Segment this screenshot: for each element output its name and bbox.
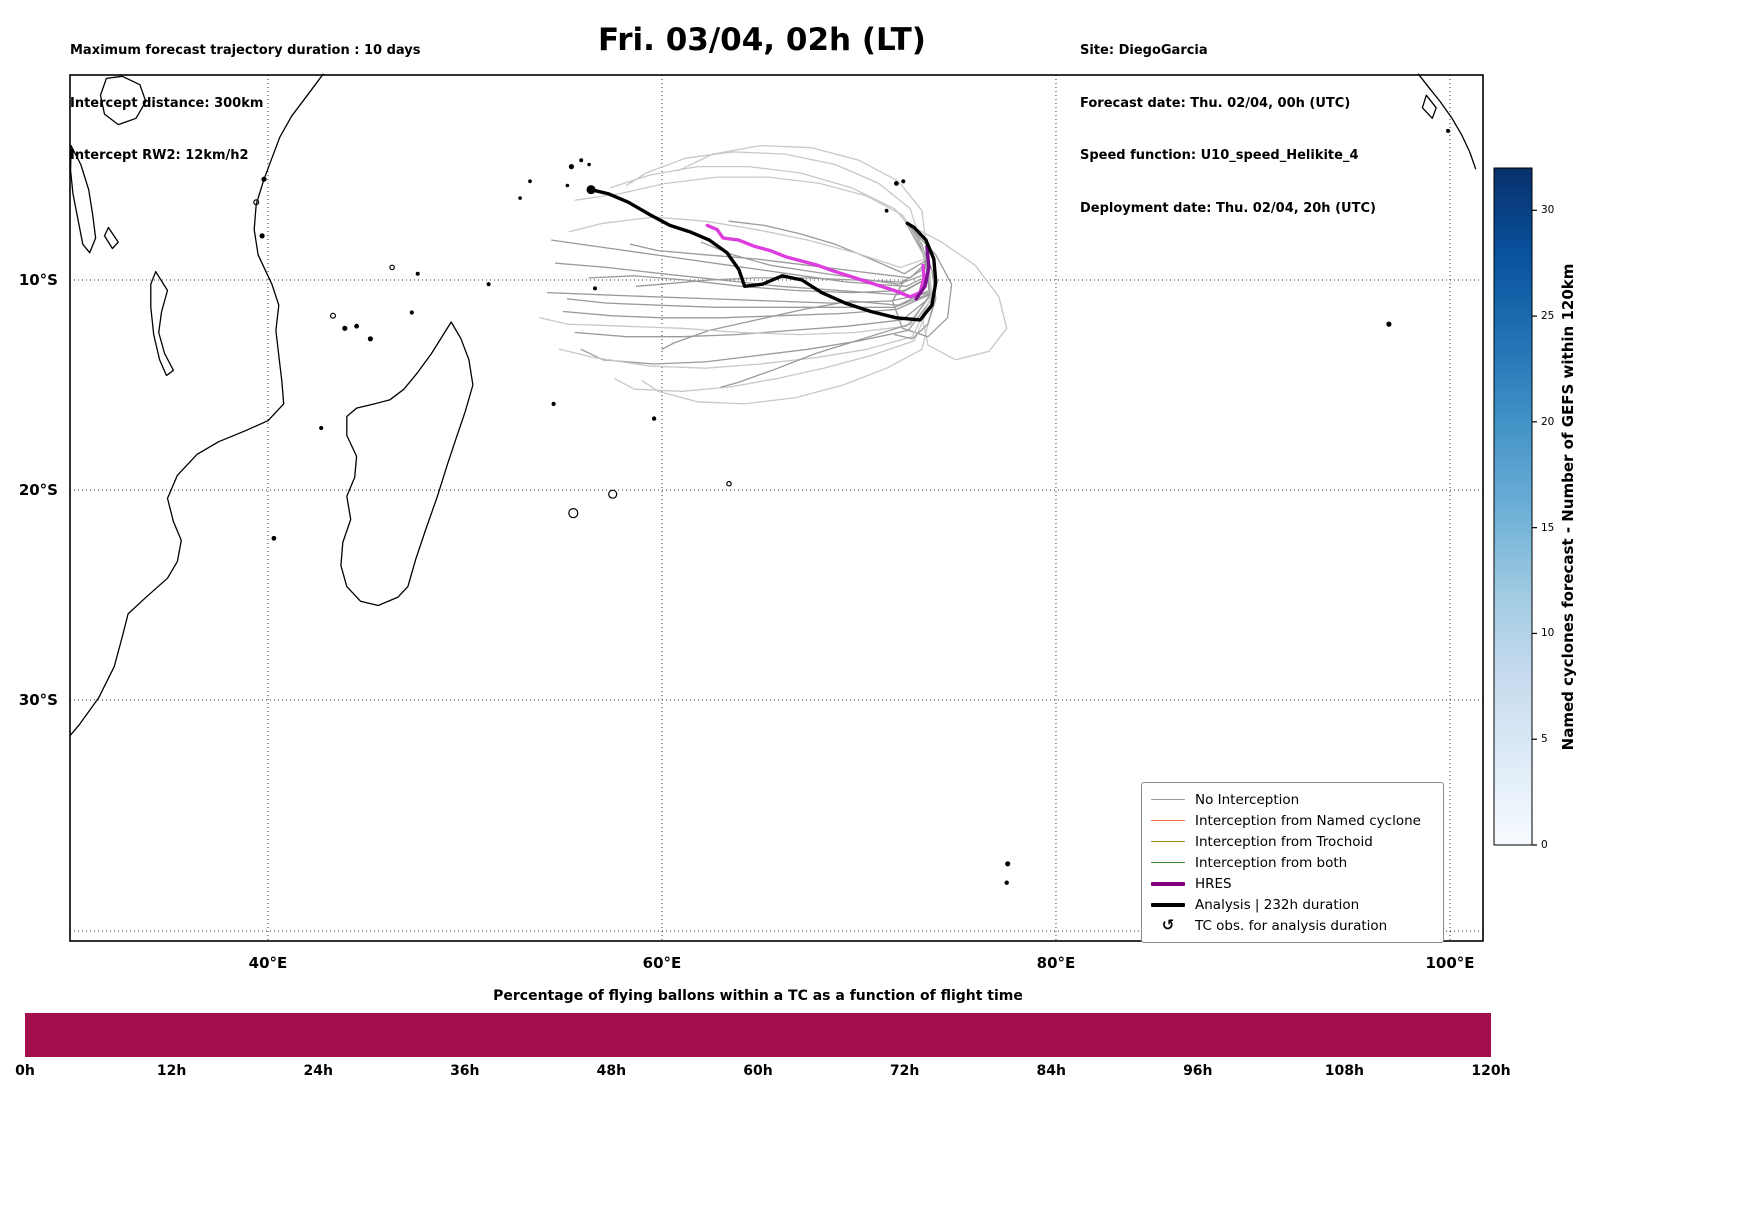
legend-line-sample-wrap: [1151, 861, 1185, 864]
lon-tick-label: 60°E: [642, 954, 682, 972]
colorbar-tick-label: 25: [1541, 310, 1555, 323]
time-tick-label: 120h: [1471, 1063, 1511, 1079]
legend-line-sample: [1151, 881, 1185, 886]
legend-line-sample: [1151, 902, 1185, 907]
time-tick-label: 0h: [15, 1063, 35, 1079]
colorbar-tick-label: 0: [1541, 839, 1548, 851]
legend-item-label: Interception from Named cyclone: [1195, 812, 1421, 829]
legend-line-sample-wrap: [1151, 902, 1185, 907]
legend-line-sample: [1151, 840, 1185, 843]
legend-item-label: Interception from both: [1195, 854, 1348, 871]
figure-title: Fri. 03/04, 02h (LT): [598, 22, 926, 58]
site-text: Site: DiegoGarcia: [1080, 43, 1208, 58]
legend-item: Interception from both: [1151, 852, 1434, 873]
legend-line-sample-wrap: [1151, 840, 1185, 843]
colorbar-tick-label: 15: [1541, 521, 1555, 534]
legend-line-sample-wrap: [1151, 819, 1185, 822]
lat-tick-label: 20°S: [18, 480, 58, 499]
header-right-block: Site: DiegoGarcia Forecast date: Thu. 02…: [1080, 7, 1376, 235]
legend-item-label: HRES: [1195, 875, 1232, 892]
legend-item: HRES: [1151, 873, 1434, 894]
time-tick-label: 96h: [1183, 1063, 1213, 1079]
speed-function-text: Speed function: U10_speed_Helikite_4: [1080, 148, 1359, 163]
map-legend: No Interception Interception from Named c…: [1141, 782, 1444, 943]
time-tick-label: 60h: [743, 1063, 773, 1079]
time-tick-label: 108h: [1324, 1063, 1364, 1079]
legend-item: Interception from Named cyclone: [1151, 810, 1434, 831]
lon-tick-label: 40°E: [248, 954, 288, 972]
colorbar-tick-label: 5: [1541, 733, 1548, 746]
colorbar-tick-label: 20: [1541, 415, 1555, 428]
lon-tick-label: 100°E: [1425, 954, 1475, 972]
time-tick-label: 24h: [303, 1063, 333, 1079]
time-tick-label: 48h: [596, 1063, 627, 1079]
header-left-block: Maximum forecast trajectory duration : 1…: [70, 7, 421, 182]
legend-item: ↺ TC obs. for analysis duration: [1151, 915, 1434, 936]
colorbar-tick-label: 30: [1541, 204, 1555, 217]
forecast-date-text: Forecast date: Thu. 02/04, 00h (UTC): [1080, 95, 1351, 111]
colorbar-axis-label: Named cyclones forecast - Number of GEFS…: [1559, 263, 1577, 751]
lat-tick-label: 10°S: [18, 270, 58, 289]
lon-tick-label: 80°E: [1036, 954, 1076, 972]
bottom-chart-title: Percentage of flying ballons within a TC…: [493, 988, 1023, 1004]
max-duration-text: Maximum forecast trajectory duration : 1…: [70, 43, 421, 58]
legend-item-label: Interception from Trochoid: [1195, 833, 1373, 850]
intercept-distance-text: Intercept distance: 300km: [70, 95, 264, 111]
legend-item: Interception from Trochoid: [1151, 831, 1434, 852]
time-tick-label: 72h: [889, 1063, 920, 1079]
tc-obs-marker-icon: ↺: [1161, 916, 1175, 934]
legend-item-label: Analysis | 232h duration: [1195, 896, 1360, 913]
time-tick-label: 36h: [450, 1063, 480, 1079]
legend-item: No Interception: [1151, 789, 1434, 810]
deployment-date-text: Deployment date: Thu. 02/04, 20h (UTC): [1080, 200, 1376, 216]
legend-line-sample: [1151, 861, 1185, 864]
time-tick-label: 12h: [156, 1063, 187, 1079]
legend-item-label: No Interception: [1195, 791, 1300, 808]
legend-item-label: TC obs. for analysis duration: [1195, 917, 1388, 934]
legend-line-sample-wrap: [1151, 881, 1185, 886]
legend-line-sample-wrap: [1151, 798, 1185, 801]
intercept-rw2-text: Intercept RW2: 12km/h2: [70, 148, 249, 163]
lat-tick-label: 30°S: [18, 690, 58, 709]
time-tick-label: 84h: [1036, 1063, 1066, 1079]
legend-item: Analysis | 232h duration: [1151, 894, 1434, 915]
colorbar-tick-label: 10: [1541, 627, 1555, 640]
legend-line-sample: [1151, 819, 1185, 822]
legend-line-sample: [1151, 798, 1185, 801]
